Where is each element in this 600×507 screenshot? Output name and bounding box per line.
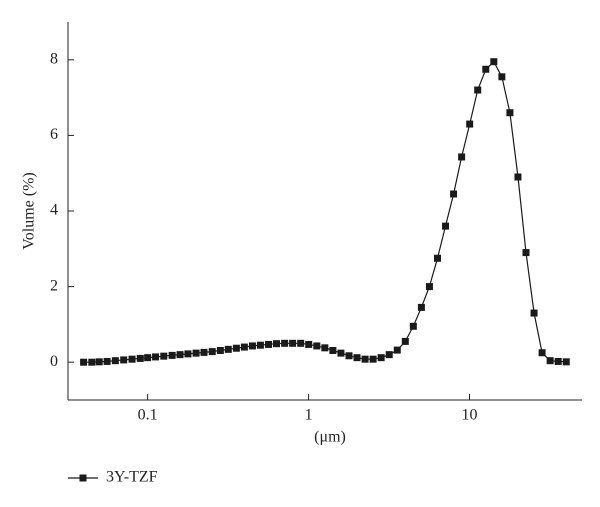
- x-tick-label: 1: [305, 407, 313, 424]
- data-point: [377, 354, 385, 362]
- data-point: [401, 337, 409, 345]
- data-point: [562, 358, 570, 366]
- legend-label: 3Y-TZF: [106, 469, 158, 486]
- data-point: [248, 342, 256, 350]
- data-point: [224, 345, 232, 353]
- data-point: [192, 349, 200, 357]
- data-point: [128, 355, 136, 363]
- data-point: [289, 339, 297, 347]
- data-point: [498, 73, 506, 81]
- data-point: [361, 355, 369, 363]
- data-point: [546, 357, 554, 365]
- data-point: [490, 58, 498, 66]
- x-tick-label: 0.1: [138, 407, 158, 424]
- data-point: [409, 322, 417, 330]
- data-point: [530, 309, 538, 317]
- x-tick-label: 10: [462, 407, 478, 424]
- data-point: [168, 351, 176, 359]
- data-point: [184, 350, 192, 358]
- series-line: [83, 60, 567, 363]
- data-point: [514, 173, 522, 181]
- data-point: [111, 357, 119, 365]
- data-point: [136, 354, 144, 362]
- data-point: [329, 346, 337, 354]
- data-point: [450, 190, 458, 198]
- data-point: [466, 120, 474, 128]
- data-point: [297, 339, 305, 347]
- data-point: [265, 340, 273, 348]
- data-point: [369, 355, 377, 363]
- data-point: [103, 357, 111, 365]
- data-point: [506, 109, 514, 117]
- data-point: [144, 354, 152, 362]
- data-point: [482, 65, 490, 73]
- y-tick-label: 8: [50, 50, 58, 67]
- legend-marker: [79, 474, 87, 482]
- data-point: [152, 353, 160, 361]
- data-point: [353, 354, 361, 362]
- data-point: [442, 222, 450, 230]
- data-point: [385, 351, 393, 359]
- data-point: [425, 283, 433, 291]
- y-axis-label: Volume (%): [21, 172, 38, 249]
- y-tick-label: 4: [50, 202, 58, 219]
- data-point: [120, 356, 128, 364]
- data-point: [95, 358, 103, 366]
- data-point: [80, 358, 88, 366]
- data-point: [458, 153, 466, 161]
- data-point: [176, 351, 184, 359]
- data-point: [337, 349, 345, 357]
- data-point: [88, 358, 96, 366]
- data-point: [417, 303, 425, 311]
- data-point: [345, 352, 353, 360]
- data-point: [305, 340, 313, 348]
- y-tick-label: 6: [50, 126, 58, 143]
- data-point: [216, 346, 224, 354]
- data-point: [474, 86, 482, 94]
- data-point: [554, 357, 562, 365]
- data-point: [273, 340, 281, 348]
- data-point: [232, 344, 240, 352]
- data-point: [160, 352, 168, 360]
- y-tick-label: 2: [50, 277, 58, 294]
- y-tick-label: 0: [50, 353, 58, 370]
- data-point: [208, 348, 216, 356]
- data-point: [256, 341, 264, 349]
- data-point: [200, 348, 208, 356]
- data-point: [522, 249, 530, 257]
- data-point: [321, 344, 329, 352]
- data-point: [393, 346, 401, 354]
- data-point: [313, 342, 321, 350]
- data-point: [433, 254, 441, 262]
- x-axis-label: (μm): [314, 429, 346, 446]
- data-point: [538, 349, 546, 357]
- data-point: [281, 339, 289, 347]
- data-point: [240, 343, 248, 351]
